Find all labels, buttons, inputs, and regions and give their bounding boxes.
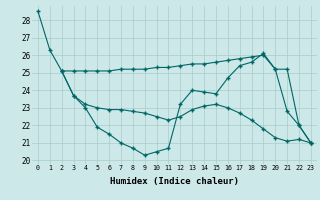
X-axis label: Humidex (Indice chaleur): Humidex (Indice chaleur) — [110, 177, 239, 186]
